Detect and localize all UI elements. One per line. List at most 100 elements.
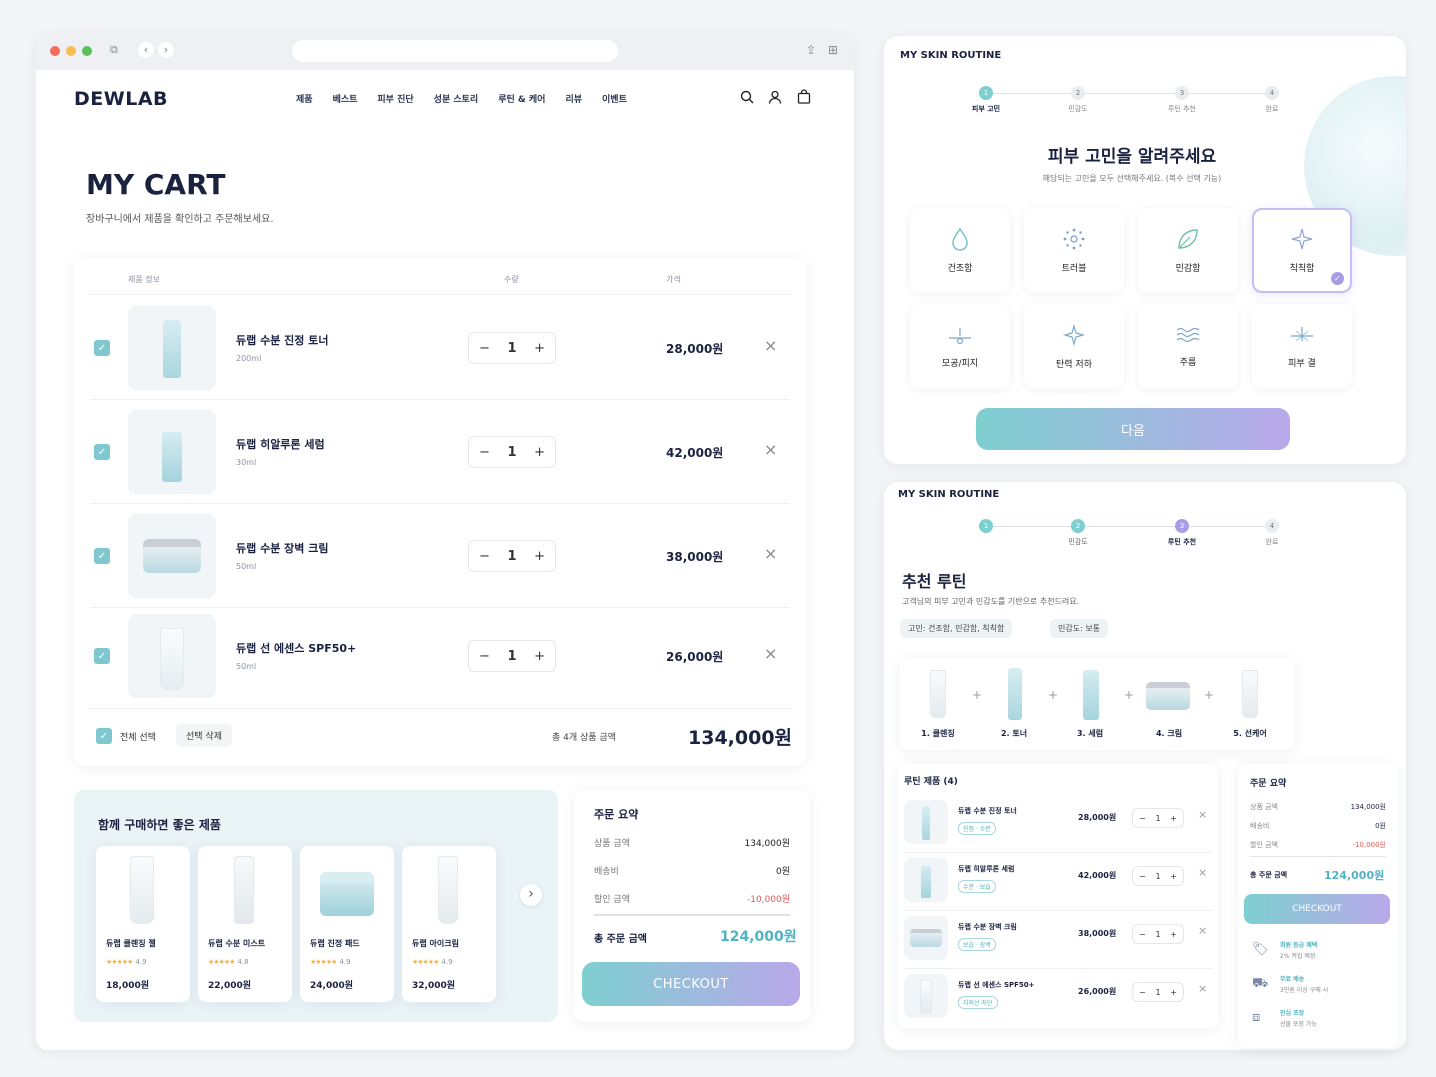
user-icon[interactable] [768, 90, 782, 104]
back-icon[interactable]: ‹ [138, 42, 154, 58]
extensions-icon[interactable]: ⊞ [828, 43, 839, 57]
quantity-value[interactable]: 1 [1155, 871, 1161, 881]
product-image[interactable] [128, 410, 216, 494]
product-image[interactable] [904, 916, 948, 960]
product-image[interactable] [904, 858, 948, 902]
concern-option-pores[interactable]: 모공/피지 [910, 304, 1010, 389]
decrease-button[interactable]: − [479, 340, 490, 356]
product-name[interactable]: 듀랩 히알루론 세럼 [236, 438, 325, 451]
remove-item-icon[interactable]: × [764, 336, 778, 355]
increase-button[interactable]: + [534, 548, 545, 564]
close-window-dot[interactable] [50, 46, 60, 56]
increase-button[interactable]: + [534, 340, 545, 356]
concern-option-elasticity[interactable]: 탄력 저하 [1024, 304, 1124, 389]
stepper-step-3[interactable]: 3 루틴 추천 [1164, 86, 1200, 114]
address-bar[interactable] [292, 40, 618, 62]
stepper-step-1[interactable]: 1 피부 고민 [968, 86, 1004, 114]
product-image[interactable] [904, 800, 948, 844]
product-name[interactable]: 듀랩 수분 진정 토너 [236, 334, 329, 347]
concern-option-wrinkles[interactable]: 주름 [1138, 304, 1238, 389]
product-image[interactable] [128, 614, 216, 698]
minimize-window-dot[interactable] [66, 46, 76, 56]
product-name[interactable]: 듀랩 수분 진정 토너 [958, 807, 1017, 815]
quantity-value[interactable]: 1 [507, 648, 517, 664]
checkout-button[interactable]: CHECKOUT [1244, 894, 1390, 924]
routine-step[interactable]: 3. 세럼 [1064, 668, 1116, 742]
forward-icon[interactable]: › [158, 42, 174, 58]
quantity-value[interactable]: 1 [507, 548, 517, 564]
nav-item-best[interactable]: 베스트 [332, 95, 358, 105]
product-image[interactable] [904, 974, 948, 1018]
product-name[interactable]: 듀랩 선 에센스 SPF50+ [958, 981, 1035, 989]
routine-step[interactable]: 5. 선케어 [1220, 668, 1280, 742]
quantity-value[interactable]: 1 [1155, 987, 1161, 997]
increase-button[interactable]: + [534, 444, 545, 460]
concern-option-dryness[interactable]: 건조함 [910, 208, 1010, 293]
remove-item-icon[interactable]: × [764, 644, 778, 663]
routine-step[interactable]: 2. 토너 [988, 668, 1040, 742]
concern-option-texture[interactable]: 피부 결 [1252, 304, 1352, 389]
concern-option-dullness[interactable]: 칙칙함 ✓ [1252, 208, 1352, 293]
quantity-value[interactable]: 1 [1155, 929, 1161, 939]
search-icon[interactable] [740, 90, 754, 104]
quantity-value[interactable]: 1 [507, 444, 517, 460]
nav-item-routine-care[interactable]: 루틴 & 케어 [498, 95, 546, 105]
product-name[interactable]: 듀랩 수분 장벽 크림 [958, 923, 1017, 931]
carousel-next-button[interactable]: › [520, 884, 542, 906]
recommend-product-card[interactable]: 듀랩 클렌징 젤 ★★★★★ 4.9 18,000원 [96, 846, 190, 1002]
remove-item-icon[interactable]: × [1198, 924, 1208, 937]
brand-logo[interactable]: DEWLAB [74, 88, 169, 110]
remove-item-icon[interactable]: × [1198, 982, 1208, 995]
increase-button[interactable]: + [1170, 987, 1177, 997]
item-checkbox[interactable]: ✓ [94, 444, 110, 460]
decrease-button[interactable]: − [479, 648, 490, 664]
item-checkbox[interactable]: ✓ [94, 340, 110, 356]
decrease-button[interactable]: − [1139, 987, 1146, 997]
item-checkbox[interactable]: ✓ [94, 648, 110, 664]
shopping-bag-icon[interactable] [797, 89, 811, 104]
checkout-button[interactable]: CHECKOUT [582, 962, 800, 1006]
stepper-step-4[interactable]: 4 완료 [1254, 86, 1290, 114]
increase-button[interactable]: + [1170, 813, 1177, 823]
remove-item-icon[interactable]: × [764, 544, 778, 563]
decrease-button[interactable]: − [479, 444, 490, 460]
select-all-label[interactable]: 전체 선택 [120, 733, 156, 743]
routine-step[interactable]: 4. 크림 [1140, 668, 1198, 742]
increase-button[interactable]: + [534, 648, 545, 664]
decrease-button[interactable]: − [479, 548, 490, 564]
nav-item-ingredient-story[interactable]: 성분 스토리 [433, 95, 479, 105]
maximize-window-dot[interactable] [82, 46, 92, 56]
select-all-checkbox[interactable]: ✓ [96, 728, 112, 744]
decrease-button[interactable]: − [1139, 871, 1146, 881]
decrease-button[interactable]: − [1139, 813, 1146, 823]
remove-item-icon[interactable]: × [1198, 808, 1208, 821]
stepper-step-2[interactable]: 2 민감도 [1060, 519, 1096, 547]
increase-button[interactable]: + [1170, 871, 1177, 881]
product-image[interactable] [128, 514, 216, 598]
quantity-value[interactable]: 1 [507, 340, 517, 356]
stepper-step-2[interactable]: 2 민감도 [1060, 86, 1096, 114]
delete-selected-button[interactable]: 선택 삭제 [176, 724, 232, 747]
routine-step[interactable]: 1. 클렌징 [912, 668, 964, 742]
increase-button[interactable]: + [1170, 929, 1177, 939]
product-image[interactable] [128, 306, 216, 390]
share-icon[interactable]: ⇪ [806, 43, 817, 57]
concern-option-sensitivity[interactable]: 민감함 [1138, 208, 1238, 293]
quantity-value[interactable]: 1 [1155, 813, 1161, 823]
recommend-product-card[interactable]: 듀랩 아이크림 ★★★★★ 4.9 32,000원 [402, 846, 496, 1002]
nav-item-events[interactable]: 이벤트 [602, 95, 627, 105]
nav-item-skin-diagnosis[interactable]: 피부 진단 [377, 95, 414, 105]
concern-option-trouble[interactable]: 트러블 [1024, 208, 1124, 293]
product-name[interactable]: 듀랩 선 에센스 SPF50+ [236, 642, 357, 655]
product-name[interactable]: 듀랩 히알루론 세럼 [958, 865, 1015, 873]
nav-item-reviews[interactable]: 리뷰 [565, 95, 583, 105]
recommend-product-card[interactable]: 듀랩 수분 미스트 ★★★★★ 4.8 22,000원 [198, 846, 292, 1002]
stepper-step-3[interactable]: 3 루틴 추천 [1164, 519, 1200, 547]
remove-item-icon[interactable]: × [1198, 866, 1208, 879]
remove-item-icon[interactable]: × [764, 440, 778, 459]
decrease-button[interactable]: − [1139, 929, 1146, 939]
recommend-product-card[interactable]: 듀랩 진정 패드 ★★★★★ 4.9 24,000원 [300, 846, 394, 1002]
next-button[interactable]: 다음 [976, 408, 1290, 450]
item-checkbox[interactable]: ✓ [94, 548, 110, 564]
nav-item-products[interactable]: 제품 [296, 95, 313, 105]
